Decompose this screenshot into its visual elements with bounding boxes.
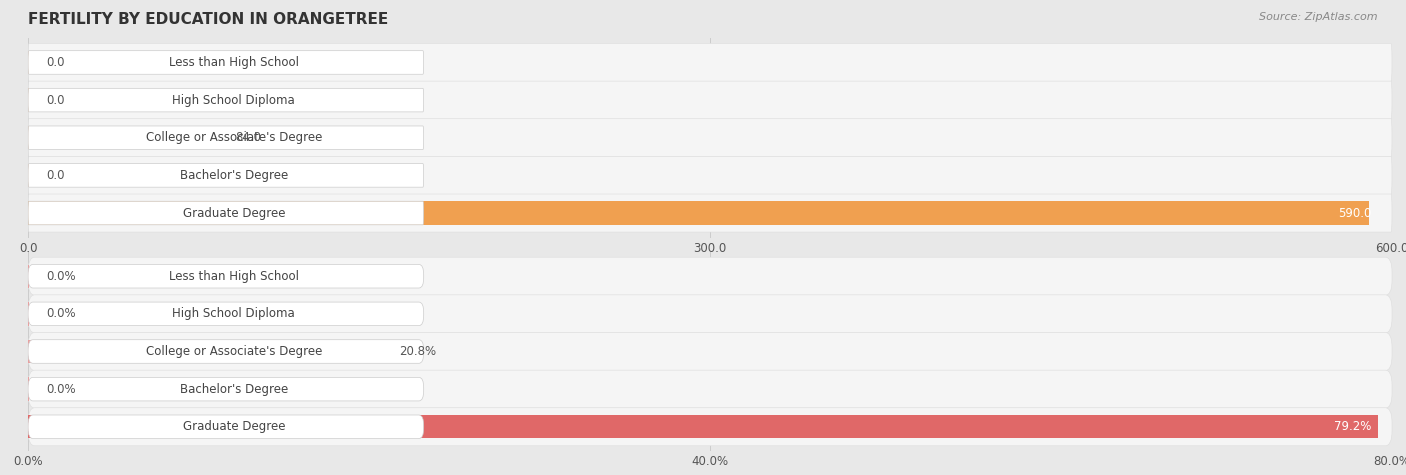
Bar <box>28 415 1378 438</box>
Text: 0.0%: 0.0% <box>46 383 76 396</box>
FancyBboxPatch shape <box>28 302 423 326</box>
FancyBboxPatch shape <box>28 156 1392 194</box>
FancyBboxPatch shape <box>28 295 1392 333</box>
FancyBboxPatch shape <box>28 265 423 288</box>
FancyBboxPatch shape <box>28 51 423 74</box>
Text: 0.0%: 0.0% <box>46 270 76 283</box>
Text: College or Associate's Degree: College or Associate's Degree <box>146 131 322 144</box>
Text: High School Diploma: High School Diploma <box>173 307 295 320</box>
FancyBboxPatch shape <box>28 340 423 363</box>
Text: FERTILITY BY EDUCATION IN ORANGETREE: FERTILITY BY EDUCATION IN ORANGETREE <box>28 12 388 27</box>
FancyBboxPatch shape <box>28 332 1392 371</box>
Text: Graduate Degree: Graduate Degree <box>183 420 285 433</box>
FancyBboxPatch shape <box>28 43 1392 82</box>
FancyBboxPatch shape <box>28 415 423 438</box>
FancyBboxPatch shape <box>28 126 423 150</box>
Text: 79.2%: 79.2% <box>1334 420 1371 433</box>
Text: 590.0: 590.0 <box>1339 207 1371 219</box>
Text: Bachelor's Degree: Bachelor's Degree <box>180 169 288 182</box>
FancyBboxPatch shape <box>28 81 1392 119</box>
Text: 0.0: 0.0 <box>46 169 65 182</box>
Bar <box>28 201 1369 225</box>
FancyBboxPatch shape <box>28 194 1392 232</box>
Text: Less than High School: Less than High School <box>169 56 299 69</box>
Text: High School Diploma: High School Diploma <box>173 94 295 106</box>
Text: 0.0: 0.0 <box>46 94 65 106</box>
FancyBboxPatch shape <box>28 88 423 112</box>
Text: 20.8%: 20.8% <box>399 345 436 358</box>
FancyBboxPatch shape <box>28 163 423 187</box>
FancyBboxPatch shape <box>28 201 423 225</box>
Text: College or Associate's Degree: College or Associate's Degree <box>146 345 322 358</box>
FancyBboxPatch shape <box>28 119 1392 157</box>
Text: 0.0%: 0.0% <box>46 307 76 320</box>
FancyBboxPatch shape <box>28 408 1392 446</box>
FancyBboxPatch shape <box>28 370 1392 408</box>
Text: 84.0: 84.0 <box>235 131 262 144</box>
Text: 0.0: 0.0 <box>46 56 65 69</box>
Bar <box>28 126 219 150</box>
FancyBboxPatch shape <box>28 377 423 401</box>
Bar <box>28 340 382 363</box>
Text: Less than High School: Less than High School <box>169 270 299 283</box>
Text: Bachelor's Degree: Bachelor's Degree <box>180 383 288 396</box>
FancyBboxPatch shape <box>28 257 1392 295</box>
Text: Graduate Degree: Graduate Degree <box>183 207 285 219</box>
Text: Source: ZipAtlas.com: Source: ZipAtlas.com <box>1260 12 1378 22</box>
